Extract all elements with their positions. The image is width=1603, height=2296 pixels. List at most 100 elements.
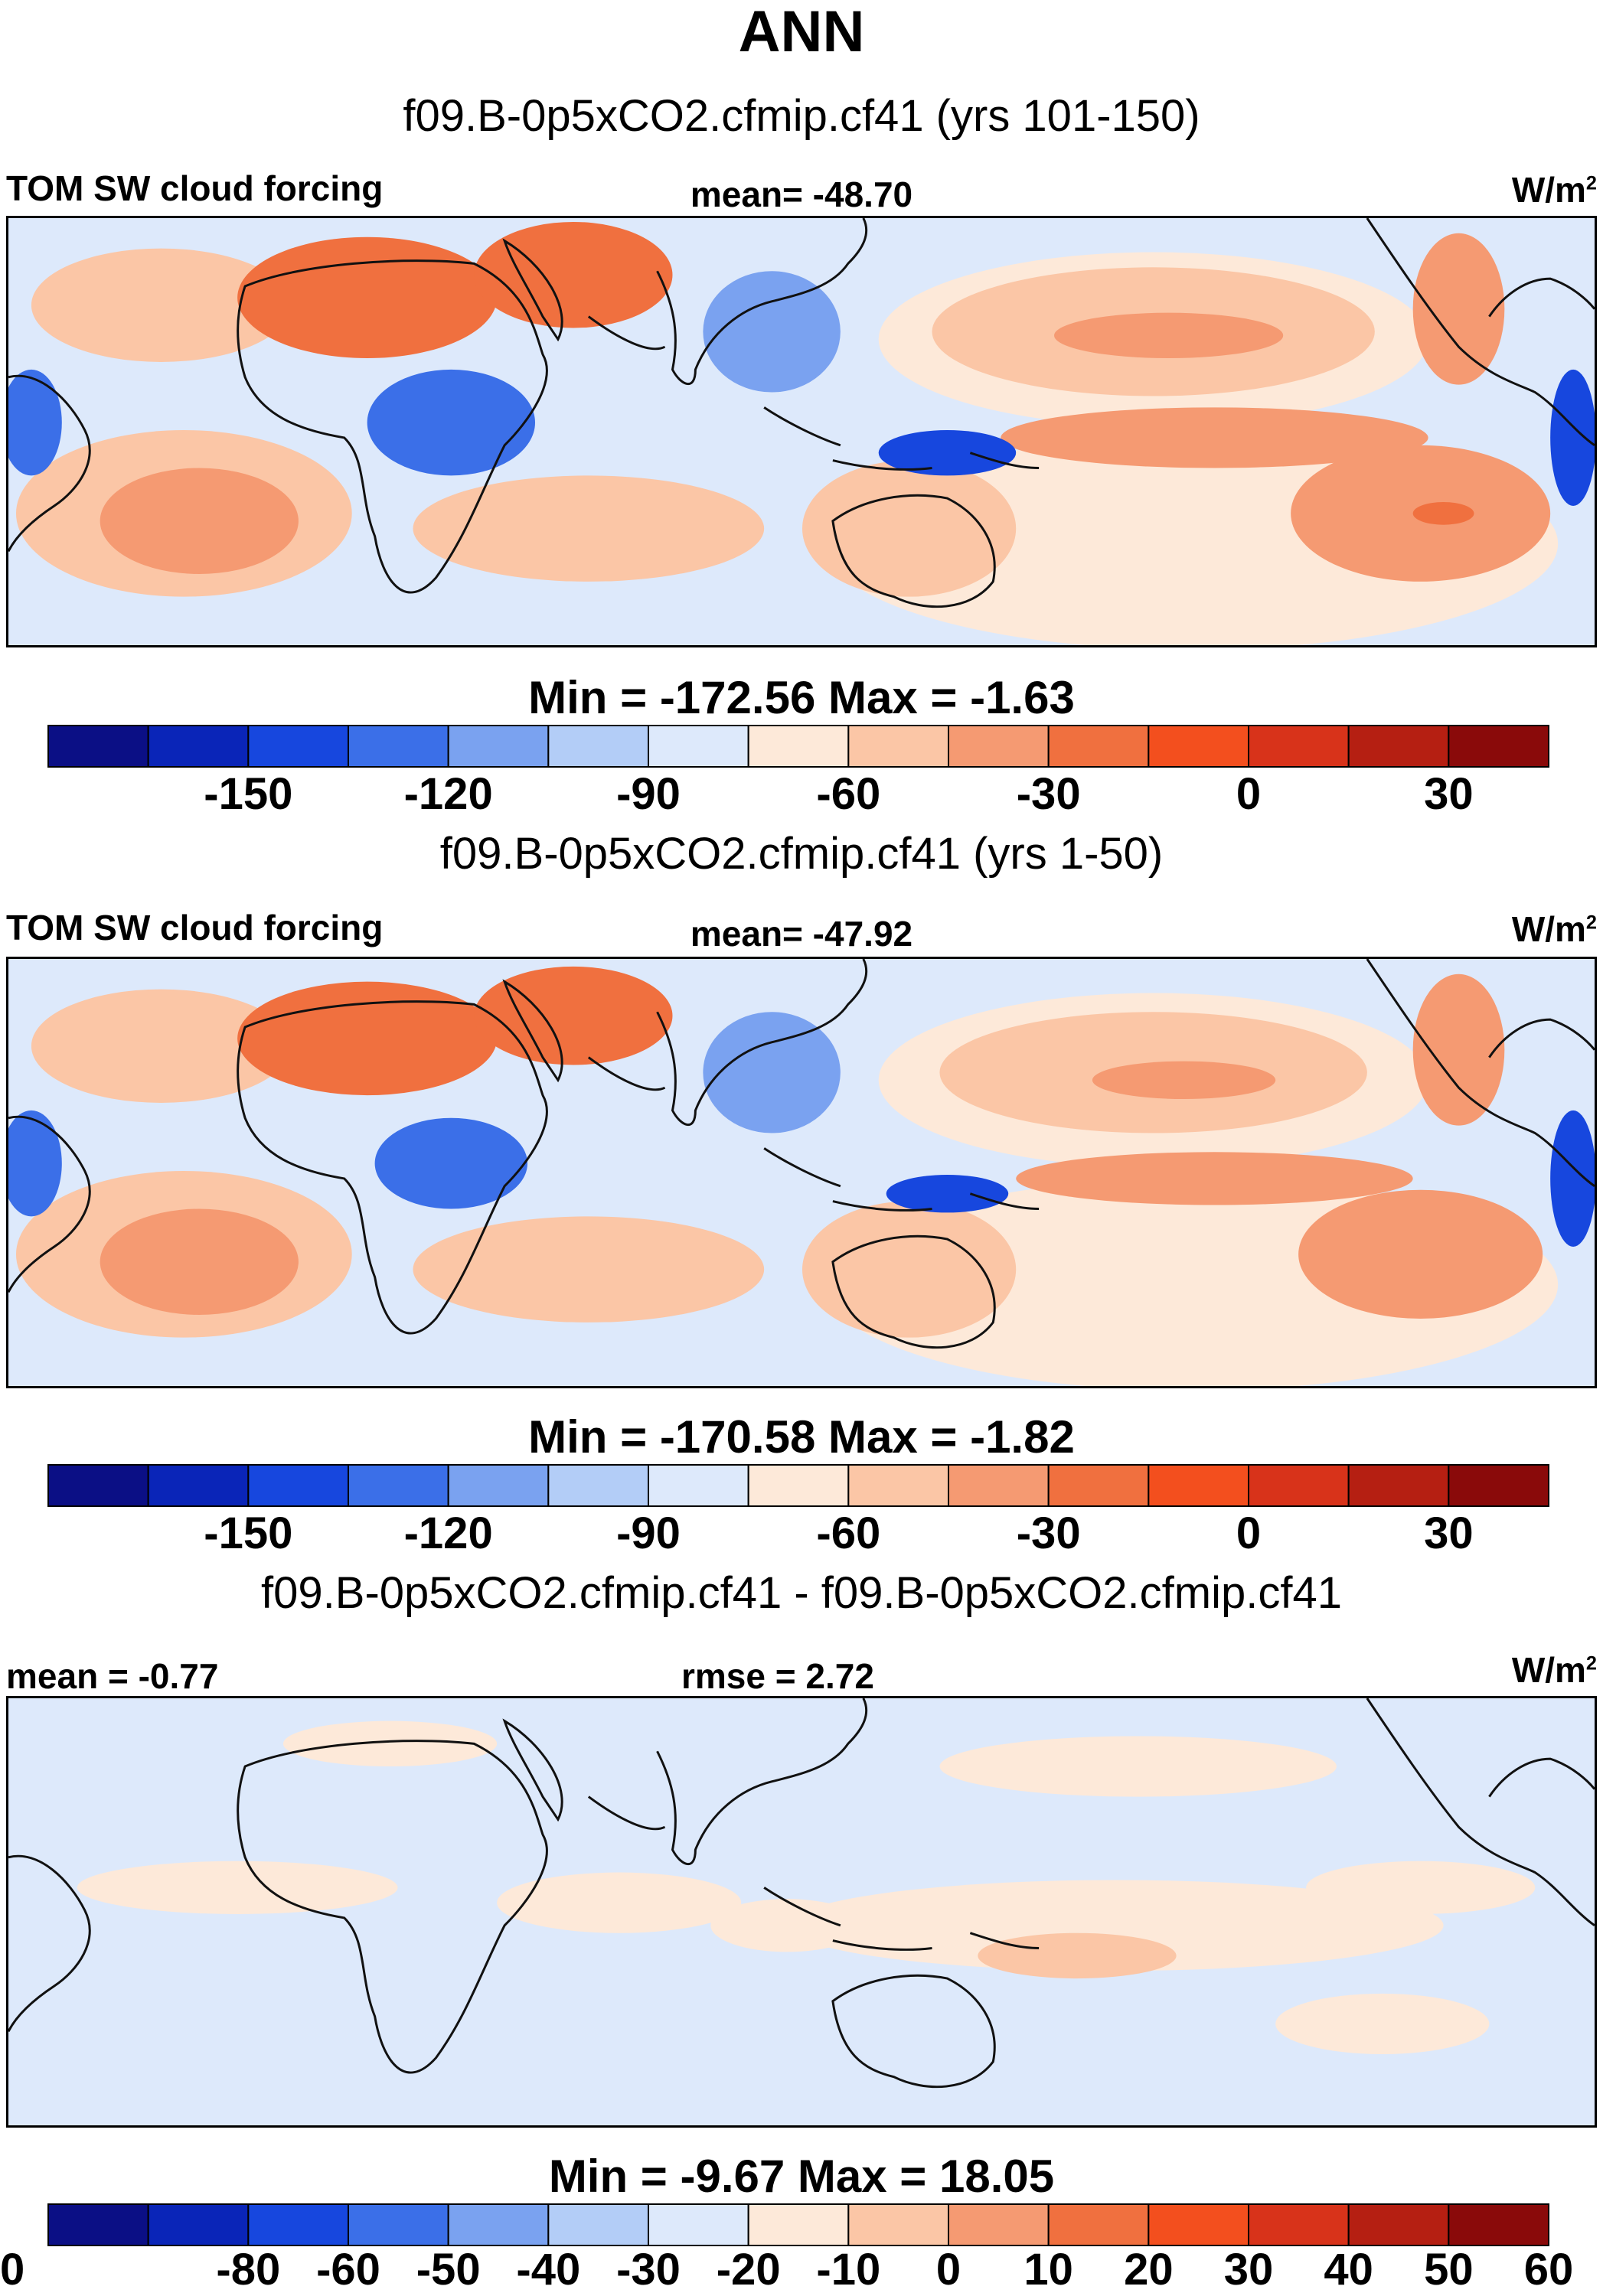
panel-2-coastline-asia [656, 959, 868, 1127]
panel-1-contour [8, 369, 62, 476]
panel-3-contour [77, 1861, 398, 1914]
colorbar-bin [547, 2203, 649, 2246]
colorbar-bin [447, 2203, 550, 2246]
panel-2-contour [1016, 1152, 1413, 1205]
panel-3-contour [1275, 1993, 1490, 2054]
panel-3-coastline-asia [656, 1698, 868, 1866]
panel-1-coastline-indonesia [763, 406, 1040, 471]
colorbar-tick-label: 50 [1424, 2245, 1474, 2294]
colorbar-bin [747, 1464, 850, 1507]
colorbar-bin [847, 1464, 950, 1507]
panel-3-contour [282, 1720, 498, 1767]
panel-2-title: f09.B-0p5xCO2.cfmip.cf41 (yrs 1-50) [439, 829, 1164, 879]
colorbar-bin [348, 725, 449, 768]
panel-1-units-label: W/m2 [1511, 170, 1597, 210]
colorbar-bin [1347, 2203, 1450, 2246]
colorbar-bin [847, 725, 950, 768]
colorbar-tick-label: 30 [1424, 1508, 1474, 1558]
colorbar-bin [1047, 1464, 1150, 1507]
colorbar-bin [247, 725, 350, 768]
colorbar-tick-label: -40 [516, 2245, 581, 2294]
panel-1-colorbar-svg [47, 725, 1550, 768]
panel-2-contour [31, 989, 291, 1103]
colorbar-tick-label: 10 [1024, 2245, 1073, 2294]
colorbar-tick-label: -90 [616, 769, 681, 819]
panel-2-colorbar [47, 1464, 1550, 1507]
panel-2-contour [8, 1110, 62, 1217]
panel-3-colorbar [47, 2203, 1550, 2246]
panel-2-contour [237, 981, 498, 1096]
panel-1-contour [474, 221, 673, 328]
panel-1-colorbar [47, 725, 1550, 768]
colorbar-bin [547, 1464, 649, 1507]
colorbar-tick-label: -50 [416, 2245, 481, 2294]
colorbar-tick-label: -30 [1016, 769, 1081, 819]
colorbar-bin [348, 2203, 449, 2246]
colorbar-bin [1148, 2203, 1250, 2246]
panel-2-contour [413, 1216, 765, 1322]
colorbar-bin [747, 2203, 850, 2246]
colorbar-tick-label: 80 [0, 2245, 25, 2294]
panel-2-contour [886, 1174, 1009, 1213]
colorbar-tick-label: 40 [1324, 2245, 1373, 2294]
colorbar-tick-label: -30 [616, 2245, 681, 2294]
colorbar-bin [948, 1464, 1050, 1507]
colorbar-bin [1047, 2203, 1150, 2246]
panel-1-contour [237, 236, 498, 359]
panel-3-contour [787, 1880, 1444, 1971]
panel-2-coastline-africa [237, 1000, 548, 1335]
panel-2-coastline-indonesia [763, 1147, 1040, 1212]
panel-2-contour [1092, 1061, 1276, 1100]
colorbar-tick-label: 0 [1236, 1508, 1262, 1558]
panel-3-coastline-americas [1366, 1698, 1595, 1927]
panel-3-map-plot [8, 1698, 1595, 2125]
colorbar-bin [447, 725, 550, 768]
panel-1-contour [413, 475, 765, 582]
panel-1-coastline-americas [1366, 218, 1595, 447]
panel-3-map [6, 1696, 1597, 2128]
colorbar-bin [547, 725, 649, 768]
colorbar-bin [147, 1464, 250, 1507]
colorbar-bin [948, 725, 1050, 768]
panel-3-contour [497, 1872, 742, 1933]
panel-1-contour [367, 369, 536, 476]
colorbar-tick-label: -120 [403, 769, 493, 819]
panel-2-mean-label: mean= -47.92 [690, 914, 913, 954]
colorbar-tick-label: 60 [1523, 2245, 1574, 2294]
colorbar-bin [247, 2203, 350, 2246]
panel-2-contour [802, 1201, 1017, 1338]
panel-2-variable-label: TOM SW cloud forcing [6, 908, 384, 947]
panel-1-contour [802, 460, 1017, 597]
colorbar-bin [1448, 725, 1550, 768]
colorbar-bin [247, 1464, 350, 1507]
panel-1-contour [878, 430, 1017, 476]
colorbar-bin [1248, 1464, 1350, 1507]
colorbar-bin [1347, 725, 1450, 768]
panel-1-contour [100, 468, 299, 574]
panel-2-map [6, 957, 1597, 1388]
panel-3-coastline-arabia [502, 1718, 666, 1831]
colorbar-bin [648, 2203, 749, 2246]
colorbar-bin [47, 1464, 149, 1507]
colorbar-bin [1448, 1464, 1550, 1507]
colorbar-tick-label: -10 [816, 2245, 881, 2294]
colorbar-bin [1248, 2203, 1350, 2246]
panel-3-colorbar-svg [47, 2203, 1550, 2246]
panel-1-title: f09.B-0p5xCO2.cfmip.cf41 (yrs 101-150) [403, 91, 1200, 141]
panel-3-colorbar-ticks: -80 -60 -50 -40 -30 -20 -10 0 10 20 30 40 50 60 80 [0, 2247, 1603, 2296]
colorbar-bin [948, 2203, 1050, 2246]
panel-2-contour [703, 1012, 841, 1133]
colorbar-bin [1448, 2203, 1550, 2246]
panel-2-coastline-americas [1366, 959, 1595, 1188]
panel-2-coastline-south-america [8, 1115, 91, 1293]
panel-3-min-max: Min = -9.67 Max = 18.05 [548, 2151, 1055, 2202]
panel-1-colorbar-ticks: -150 -120 -90 -60 -30 0 30 [0, 771, 1603, 820]
panel-3-coastline-australia [831, 1974, 996, 2089]
colorbar-bin [648, 725, 749, 768]
panel-2-units-label: W/m2 [1511, 909, 1597, 949]
panel-2-contour [1298, 1189, 1543, 1319]
colorbar-bin [447, 1464, 550, 1507]
panel-1-contour [1412, 502, 1474, 525]
colorbar-bin [1347, 1464, 1450, 1507]
colorbar-tick-label: -60 [316, 2245, 380, 2294]
